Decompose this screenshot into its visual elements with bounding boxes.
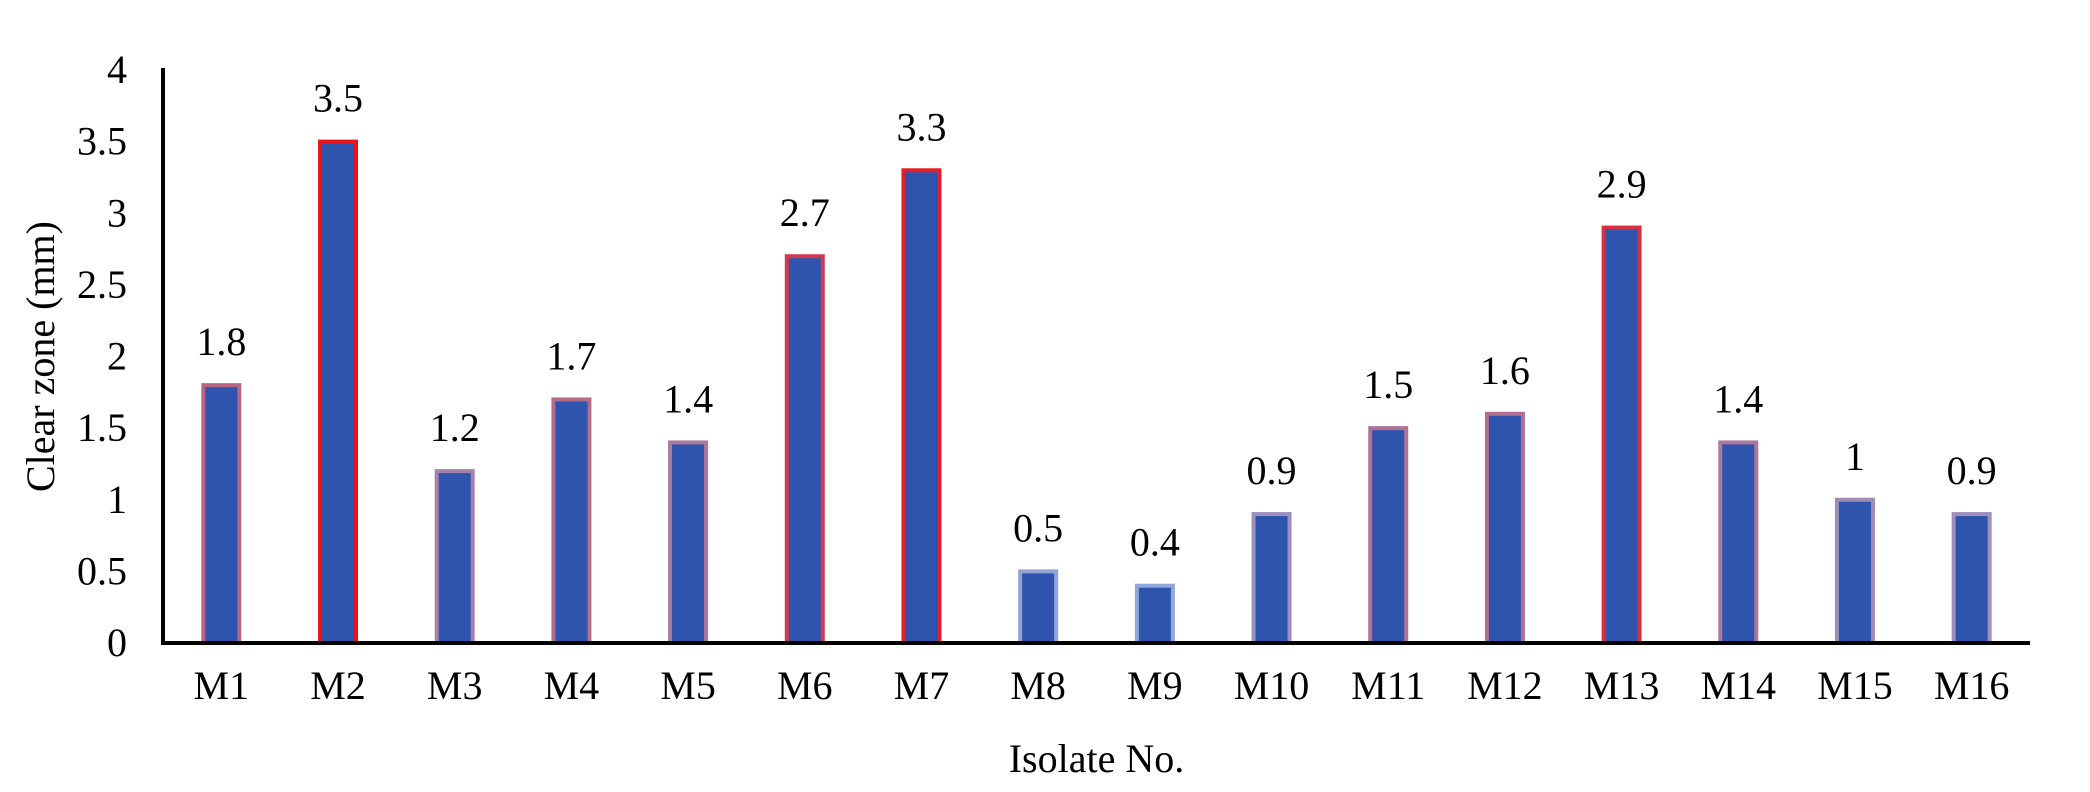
y-tick-label: 1.5 (77, 405, 127, 450)
data-label: 1.4 (1713, 376, 1763, 421)
data-label: 2.9 (1597, 162, 1647, 207)
data-label: 1.8 (196, 319, 246, 364)
bar-m9 (1134, 583, 1175, 646)
bar-m1 (201, 383, 242, 645)
data-label: 1 (1845, 434, 1865, 479)
x-tick-label: M1 (194, 663, 250, 708)
x-tick-label: M15 (1817, 663, 1893, 708)
x-tick-label: M4 (544, 663, 600, 708)
x-tick-label: M10 (1234, 663, 1310, 708)
x-tick-label: M7 (894, 663, 950, 708)
y-tick-label: 1 (107, 477, 127, 522)
bar-m7 (901, 168, 942, 645)
y-tick-label: 2.5 (77, 262, 127, 307)
y-axis-title: Clear zone (mm) (18, 221, 63, 492)
data-label: 1.5 (1363, 362, 1413, 407)
x-axis-title: Isolate No. (1009, 736, 1185, 781)
data-label: 2.7 (780, 190, 830, 235)
x-tick-label: M2 (310, 663, 366, 708)
bar-m11 (1368, 426, 1409, 645)
bar-m6 (784, 254, 825, 645)
data-label: 3.5 (313, 76, 363, 121)
x-tick-label: M5 (660, 663, 716, 708)
data-label: 1.7 (546, 333, 596, 378)
data-label: 0.5 (1013, 505, 1063, 550)
bar-m10 (1251, 512, 1292, 646)
data-label: 1.6 (1480, 348, 1530, 393)
y-tick-label: 2 (107, 334, 127, 379)
data-label: 0.4 (1130, 520, 1180, 565)
x-tick-label: M3 (427, 663, 483, 708)
y-axis-ticks: 0 0.5 1 1.5 2 2.5 3 3.5 4 (77, 47, 127, 665)
x-tick-label: M14 (1700, 663, 1776, 708)
y-tick-label: 0.5 (77, 548, 127, 593)
bar-m14 (1718, 440, 1759, 646)
data-label: 1.2 (430, 405, 480, 450)
data-label: 0.9 (1947, 448, 1997, 493)
x-tick-label: M9 (1127, 663, 1183, 708)
data-label: 0.9 (1247, 448, 1297, 493)
bar-m16 (1951, 512, 1992, 646)
data-label: 1.4 (663, 376, 713, 421)
data-labels: 1.8 3.5 1.2 1.7 1.4 2.7 3.3 0.5 0.4 0.9 1.5 1.6 2.9 1… (196, 76, 1996, 565)
bar-m8 (1018, 569, 1059, 645)
y-tick-label: 3 (107, 190, 127, 235)
bar-m13 (1601, 225, 1642, 645)
bar-m15 (1834, 497, 1875, 645)
data-label: 3.3 (896, 104, 946, 149)
bar-m4 (551, 397, 592, 645)
bar-m2 (318, 139, 359, 645)
x-axis-labels: M1 M2 M3 M4 M5 M6 M7 M8 M9 M10 M11 M12 M13 M14 M15 M16 (194, 663, 2010, 708)
x-tick-label: M6 (777, 663, 833, 708)
x-tick-label: M16 (1934, 663, 2010, 708)
bar-m12 (1484, 411, 1525, 645)
x-tick-label: M8 (1010, 663, 1066, 708)
y-tick-label: 4 (107, 47, 127, 92)
y-tick-label: 3.5 (77, 119, 127, 164)
x-tick-label: M12 (1467, 663, 1543, 708)
x-tick-label: M11 (1351, 663, 1425, 708)
bars (201, 139, 1992, 646)
x-tick-label: M13 (1584, 663, 1660, 708)
bar-m3 (434, 469, 475, 645)
bar-m5 (668, 440, 709, 646)
y-tick-label: 0 (107, 620, 127, 665)
